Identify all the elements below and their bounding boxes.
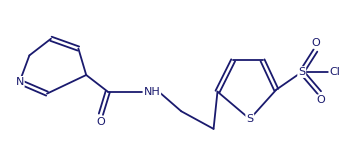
Text: Cl: Cl [330, 67, 339, 77]
Text: N: N [15, 77, 24, 87]
Text: NH: NH [143, 87, 160, 97]
Text: O: O [316, 95, 325, 105]
Text: O: O [97, 117, 105, 127]
Text: O: O [311, 38, 320, 48]
Text: S: S [246, 114, 253, 124]
Text: S: S [298, 67, 305, 77]
